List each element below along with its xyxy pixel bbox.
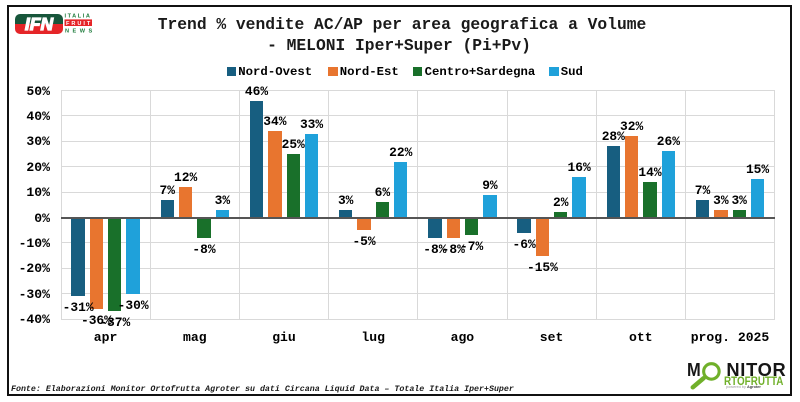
- svg-text:ITALIA: ITALIA: [65, 14, 92, 20]
- svg-text:NEWS: NEWS: [65, 28, 95, 34]
- svg-text:FRUIT: FRUIT: [66, 21, 92, 27]
